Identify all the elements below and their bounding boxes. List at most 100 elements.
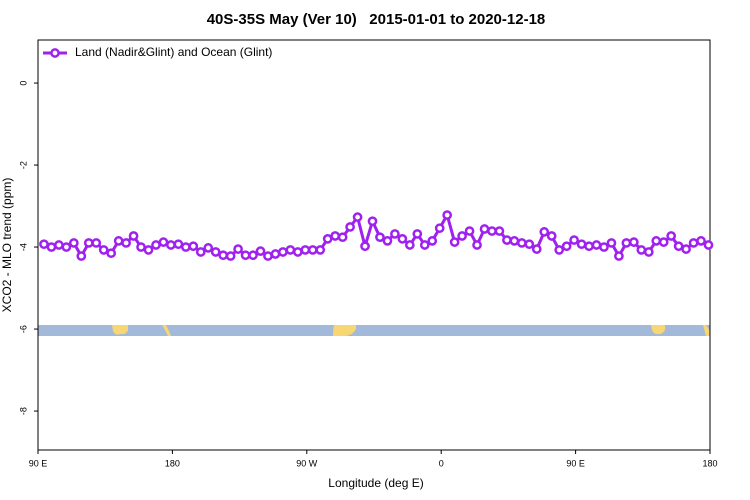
point (696, 236, 706, 246)
point (681, 244, 691, 254)
point (180, 242, 191, 252)
point (539, 227, 550, 237)
point (195, 247, 206, 257)
point (509, 236, 520, 246)
point (263, 251, 273, 261)
point (464, 226, 475, 236)
point (54, 240, 64, 250)
point (628, 237, 639, 247)
point (457, 231, 467, 241)
point (225, 251, 236, 261)
point (419, 240, 430, 250)
point (449, 237, 460, 247)
point (688, 238, 699, 248)
y-tick-label: -2 (18, 161, 28, 169)
point (569, 235, 579, 245)
point (397, 234, 408, 244)
point (614, 251, 624, 261)
point (673, 241, 684, 252)
point (576, 239, 587, 250)
point (643, 247, 654, 257)
point (136, 242, 146, 252)
land (703, 325, 710, 336)
point (658, 237, 669, 247)
point (106, 248, 117, 259)
y-axis-title: XCO2 - MLO trend (ppm) (0, 178, 14, 313)
point (300, 245, 311, 255)
point (561, 241, 572, 252)
point (68, 238, 79, 248)
point (651, 236, 662, 246)
point (479, 224, 490, 234)
point (360, 241, 370, 252)
land (112, 325, 128, 335)
point (255, 246, 266, 256)
point (270, 249, 281, 259)
point (307, 245, 318, 255)
point (121, 238, 131, 248)
x-tick-label: 0 (439, 458, 444, 468)
point (621, 238, 632, 248)
point (345, 222, 355, 232)
point (39, 239, 49, 250)
point (546, 231, 557, 241)
x-tick-label: 180 (702, 458, 717, 468)
point (531, 244, 542, 254)
point (151, 240, 161, 250)
x-tick-label: 90 E (29, 458, 48, 468)
point (390, 229, 400, 239)
point (113, 236, 124, 246)
point (46, 242, 57, 252)
point (322, 234, 333, 244)
point (382, 236, 393, 246)
point (203, 243, 214, 253)
point (315, 245, 326, 255)
x-tick-label: 180 (165, 458, 180, 468)
point (591, 240, 602, 250)
point (210, 247, 221, 257)
point (502, 235, 512, 245)
point (606, 238, 617, 248)
ocean-strip (38, 325, 710, 336)
point (240, 250, 251, 261)
point (524, 239, 535, 250)
point (292, 247, 303, 257)
point (143, 245, 154, 255)
point (285, 245, 296, 255)
y-tick-label: -4 (18, 243, 28, 251)
point (330, 231, 341, 241)
point (83, 238, 94, 248)
point (412, 229, 423, 239)
point (248, 250, 258, 261)
x-tick-label: 90 E (566, 458, 585, 468)
legend-label: Land (Nadir&Glint) and Ocean (Glint) (75, 45, 272, 59)
point (584, 241, 594, 252)
point (173, 239, 184, 250)
point (352, 212, 363, 222)
point (666, 231, 677, 241)
point (367, 216, 378, 227)
point (91, 238, 102, 248)
legend-marker (50, 48, 60, 58)
point (337, 232, 348, 243)
point (233, 244, 243, 254)
point (427, 236, 438, 246)
point (76, 251, 87, 261)
point (703, 240, 714, 250)
x-tick-label: 90 W (296, 458, 318, 468)
point (128, 231, 139, 241)
land (333, 325, 356, 336)
point (442, 210, 453, 220)
point (599, 242, 609, 252)
y-tick-label: -6 (18, 325, 28, 333)
point (554, 245, 565, 255)
point (166, 240, 176, 250)
x-axis-title: Longitude (deg E) (328, 476, 423, 490)
point (434, 223, 445, 234)
point (218, 250, 229, 261)
point (487, 226, 497, 236)
y-tick-label: -8 (18, 407, 28, 415)
point (278, 247, 288, 257)
y-tick-label: 0 (18, 81, 28, 86)
